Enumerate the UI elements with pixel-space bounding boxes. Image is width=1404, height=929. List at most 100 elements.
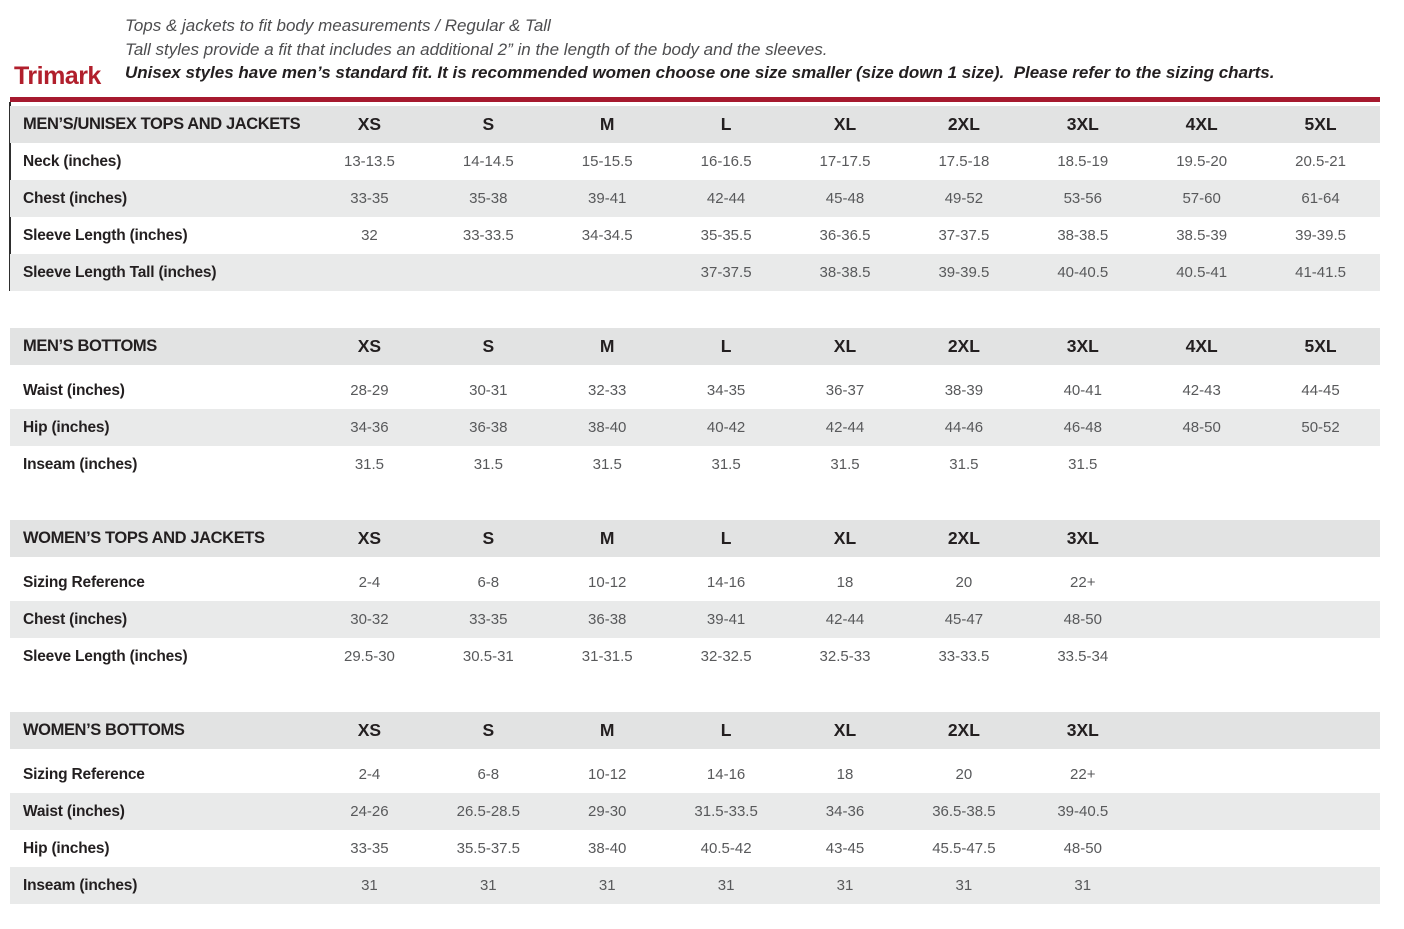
table-body: Neck (inches) 13-13.5 14-14.5 15-15.5 16-16.… (10, 143, 1380, 291)
table-row: Inseam (inches) 31.5 31.5 31.5 31.5 31.5 31.5 3… (10, 446, 1380, 483)
cell-value: 32-32.5 (700, 648, 752, 665)
cell-value: 31.5 (354, 456, 385, 473)
cell-value: 28-29 (350, 382, 389, 399)
cell-value: 39-39.5 (1295, 227, 1346, 244)
table-title: MEN’S/UNISEX TOPS AND JACKETS (23, 115, 301, 133)
table-header-row: WOMEN’S TOPS AND JACKETS XS S M L XL 2XL 3XL (10, 520, 1380, 557)
fit-notes: Tops & jackets to fit body measurements … (125, 14, 1274, 85)
cell-value: 31.5 (473, 456, 503, 473)
size-column-header: XL (833, 528, 857, 548)
size-column-header: L (720, 720, 732, 740)
table-title: WOMEN’S BOTTOMS (23, 721, 185, 739)
table-row: Hip (inches) 34-36 36-38 38-40 40-42 42-44 44-… (10, 409, 1380, 446)
note-line-3: Unisex styles have men’s standard fit. I… (125, 63, 1275, 82)
row-label: Sizing Reference (23, 765, 145, 783)
table-body: Waist (inches) 28-29 30-31 32-33 34-35 36-37 3… (10, 372, 1380, 483)
size-column-header: 4XL (1185, 114, 1218, 134)
cell-value: 10-12 (588, 766, 627, 783)
cell-value: 31-31.5 (581, 648, 633, 665)
size-column-header: M (599, 720, 615, 740)
size-column-header: M (599, 114, 615, 134)
table-row: Sleeve Length (inches) 32 33-33.5 34-34.5 35… (10, 217, 1380, 254)
size-column-header: 4XL (1185, 336, 1218, 356)
cell-value: 39-40.5 (1057, 803, 1109, 820)
row-label: Sleeve Length Tall (inches) (23, 263, 217, 281)
cell-value: 30-31 (469, 382, 508, 399)
size-column-header: S (482, 336, 495, 356)
size-column-header: L (720, 114, 732, 134)
cell-value: 34-35 (706, 382, 746, 399)
cell-value: 41-41.5 (1295, 264, 1346, 281)
row-label: Sleeve Length (inches) (23, 647, 188, 665)
table-row: Neck (inches) 13-13.5 14-14.5 15-15.5 16-16.… (10, 143, 1380, 180)
cell-value: 39-39.5 (938, 264, 990, 281)
cell-value: 22+ (1070, 574, 1096, 591)
size-table-2: MEN’S BOTTOMS XS S M L XL 2XL 3XL 4XL 5XL Waist (i… (10, 328, 1380, 483)
cell-value: 31.5-33.5 (694, 803, 758, 820)
cell-value: 18.5-19 (1057, 153, 1109, 170)
cell-value: 31.5 (592, 456, 622, 473)
cell-value: 20 (955, 574, 973, 591)
cell-value: 32 (361, 227, 378, 244)
row-label: Chest (inches) (23, 610, 127, 628)
cell-value: 53-56 (1063, 190, 1102, 207)
row-label: Sleeve Length (inches) (23, 226, 188, 244)
cell-value: 38-40 (588, 840, 627, 857)
size-column-header: S (482, 114, 495, 134)
cell-value: 33-35 (350, 190, 389, 207)
table-row: Waist (inches) 28-29 30-31 32-33 34-35 36-37 3… (10, 372, 1380, 409)
size-column-header: 3XL (1066, 528, 1099, 548)
cell-value: 14-16 (706, 766, 746, 783)
cell-value: 40-41 (1063, 382, 1102, 399)
cell-value: 15-15.5 (581, 153, 633, 170)
size-column-header: 2XL (947, 720, 980, 740)
size-column-header: 3XL (1066, 720, 1099, 740)
table-row: Inseam (inches) 31 31 31 31 31 31 31 (10, 867, 1380, 904)
cell-value: 31.5 (830, 456, 860, 473)
size-column-header: XL (833, 114, 857, 134)
cell-value: 14-16 (706, 574, 746, 591)
cell-value: 45-48 (825, 190, 865, 207)
size-column-header: L (720, 336, 732, 356)
cell-value: 35.5-37.5 (456, 840, 521, 857)
cell-value: 31 (1074, 877, 1092, 894)
cell-value: 37-37.5 (700, 264, 752, 281)
cell-value: 45.5-47.5 (932, 840, 996, 857)
cell-value: 42-43 (1182, 382, 1221, 399)
size-column-header: 2XL (947, 114, 980, 134)
size-column-header: XL (833, 336, 857, 356)
table-row: Sleeve Length (inches) 29.5-30 30.5-31 31-3… (10, 638, 1380, 675)
size-column-header: M (599, 528, 615, 548)
size-column-header: 5XL (1304, 114, 1337, 134)
cell-value: 33-35 (469, 611, 508, 628)
table-row: Waist (inches) 24-26 26.5-28.5 29-30 31.5-33… (10, 793, 1380, 830)
cell-value: 31 (479, 877, 497, 894)
cell-value: 57-60 (1182, 190, 1221, 207)
cell-value: 61-64 (1301, 190, 1340, 207)
cell-value: 32-33 (588, 382, 627, 399)
cell-value: 16-16.5 (700, 153, 752, 170)
row-label: Hip (inches) (23, 418, 110, 436)
cell-value: 43-45 (825, 840, 865, 857)
size-table-4: WOMEN’S BOTTOMS XS S M L XL 2XL 3XL Sizing Refer… (10, 712, 1380, 904)
cell-value: 38.5-39 (1176, 227, 1228, 244)
note-line-1: Tops & jackets to fit body measurements … (125, 16, 551, 35)
size-column-header: XS (357, 720, 382, 740)
cell-value: 31 (361, 877, 378, 894)
table-header-row: MEN’S BOTTOMS XS S M L XL 2XL 3XL 4XL 5XL (10, 328, 1380, 365)
cell-value: 10-12 (588, 574, 627, 591)
cell-value: 39-41 (588, 190, 627, 207)
cell-value: 50-52 (1301, 419, 1340, 436)
cell-value: 29.5-30 (344, 648, 395, 665)
cell-value: 35-35.5 (700, 227, 752, 244)
cell-value: 20.5-21 (1295, 153, 1346, 170)
table-header-row: MEN’S/UNISEX TOPS AND JACKETS XS S M L XL 2XL 3… (10, 106, 1380, 143)
cell-value: 36-36.5 (819, 227, 871, 244)
cell-value: 42-44 (825, 611, 865, 628)
cell-value: 2-4 (358, 574, 381, 591)
cell-value: 48-50 (1063, 611, 1102, 628)
red-divider-rule (10, 97, 1380, 102)
cell-value: 18 (836, 574, 854, 591)
cell-value: 17-17.5 (819, 153, 871, 170)
cell-value: 31 (836, 877, 854, 894)
